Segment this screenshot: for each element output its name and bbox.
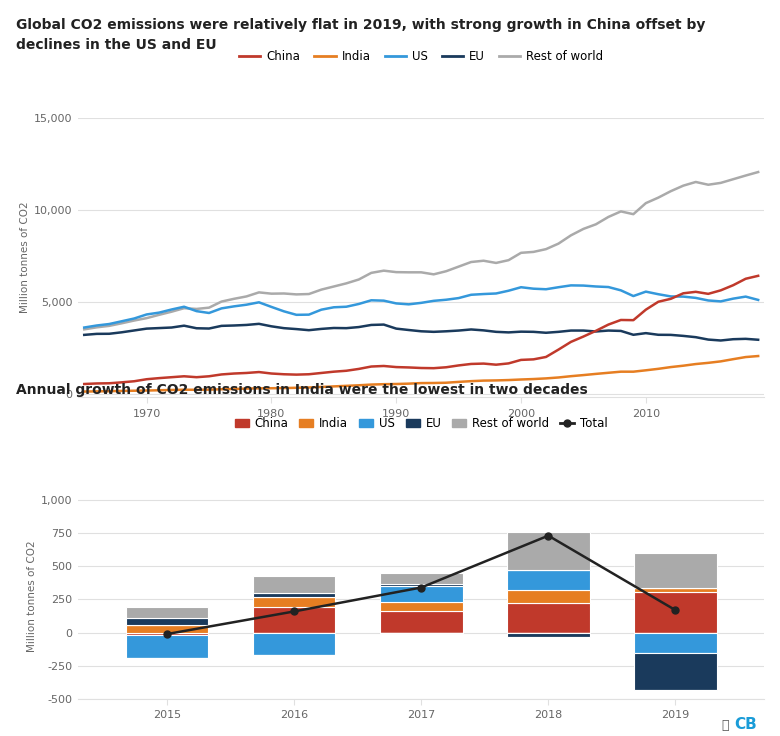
Bar [253, 576, 335, 592]
Bar [380, 586, 463, 602]
Bar [634, 553, 717, 587]
Bar [507, 531, 590, 570]
Bar [126, 635, 208, 658]
Bar [380, 612, 463, 633]
Bar [507, 633, 590, 637]
Bar [507, 590, 590, 604]
Bar [253, 633, 335, 655]
Bar [126, 618, 208, 625]
Bar [634, 592, 717, 633]
Legend: China, India, US, EU, Rest of world, Total: China, India, US, EU, Rest of world, Tot… [230, 412, 612, 435]
Bar [380, 584, 463, 586]
Bar [126, 633, 208, 635]
Bar [253, 592, 335, 597]
Bar [634, 633, 717, 653]
Bar [253, 607, 335, 633]
Text: Annual growth of CO2 emissions in India were the lowest in two decades: Annual growth of CO2 emissions in India … [16, 383, 587, 397]
Text: ⬜: ⬜ [722, 719, 729, 732]
Y-axis label: Million tonnes of CO2: Million tonnes of CO2 [27, 540, 37, 652]
Bar [634, 653, 717, 690]
Bar [380, 602, 463, 612]
Bar [126, 607, 208, 618]
Bar [126, 625, 208, 633]
Text: CB: CB [734, 718, 757, 732]
Bar [634, 587, 717, 592]
Legend: China, India, US, EU, Rest of world: China, India, US, EU, Rest of world [234, 46, 608, 68]
Text: Global CO2 emissions were relatively flat in 2019, with strong growth in China o: Global CO2 emissions were relatively fla… [16, 18, 705, 52]
Bar [380, 573, 463, 584]
Y-axis label: Million tonnes of CO2: Million tonnes of CO2 [20, 202, 30, 314]
Bar [507, 570, 590, 590]
Bar [507, 604, 590, 633]
Bar [253, 597, 335, 607]
